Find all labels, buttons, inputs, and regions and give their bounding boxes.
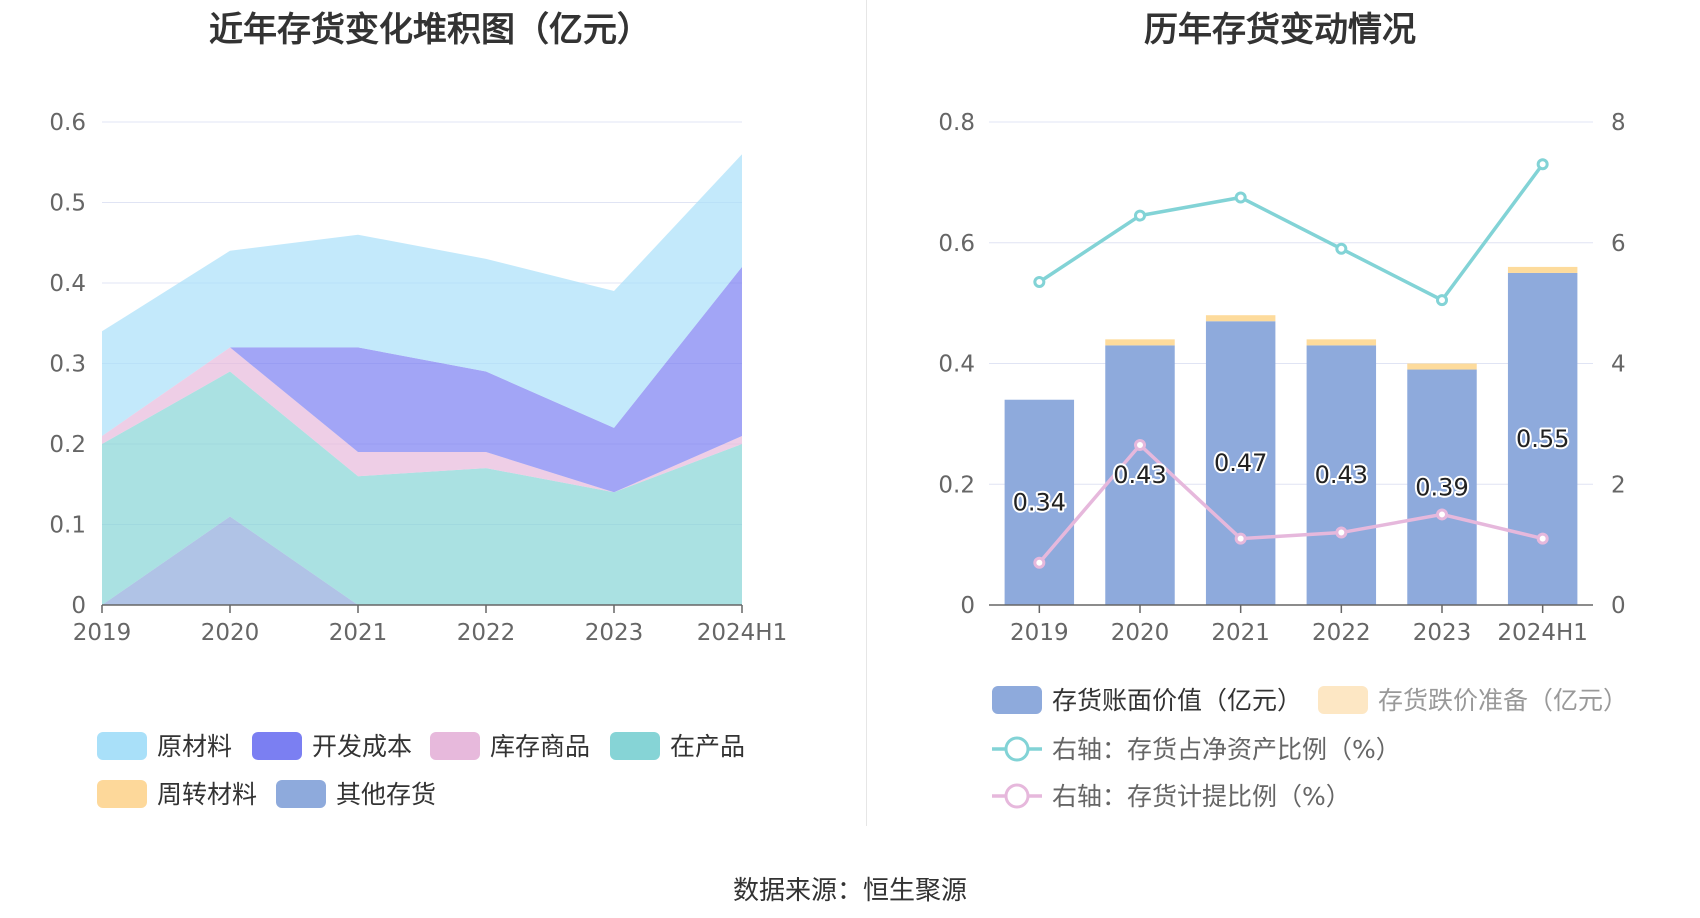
y-tick-label: 0.5 [49, 191, 86, 217]
bar-data-label: 0.34 [1013, 488, 1066, 516]
x-tick-label: 2024H1 [697, 620, 787, 646]
line-point [1134, 209, 1146, 222]
y-tick-label: 0.1 [49, 513, 86, 539]
line-point [1033, 556, 1046, 569]
x-tick-label: 2023 [585, 620, 644, 646]
legend-label: 周转材料 [157, 780, 257, 809]
y-tick-label: 0 [71, 593, 86, 619]
x-tick-label: 2024H1 [1497, 620, 1587, 646]
line-point [1436, 294, 1448, 307]
panel-divider [866, 0, 867, 826]
legend-label: 其他存货 [336, 780, 436, 809]
x-tick-label: 2023 [1413, 620, 1472, 646]
x-tick-label: 2019 [73, 620, 132, 646]
data-source: 数据来源：恒生聚源 [0, 870, 1700, 907]
bar-data-label: 0.55 [1516, 425, 1569, 453]
bar-impairment [1407, 363, 1477, 370]
y-tick-label: 0 [960, 593, 975, 619]
x-tick-label: 2021 [1211, 620, 1270, 646]
bar-data-label: 0.47 [1214, 449, 1267, 477]
legend-swatch [610, 732, 660, 760]
bar-impairment [1105, 339, 1175, 346]
line-series-0 [1038, 163, 1545, 303]
line-point [1234, 532, 1247, 545]
y2-tick-label: 4 [1611, 352, 1626, 378]
legend-label: 右轴：存货计提比例（%） [1052, 782, 1351, 811]
bar-book-value [1407, 369, 1477, 605]
bar-impairment [1507, 266, 1578, 273]
legend-label: 库存商品 [490, 732, 590, 761]
line-point [1134, 439, 1146, 452]
area-series-5 [102, 154, 742, 436]
y-tick-label: 0.6 [938, 231, 975, 257]
area-series-1 [102, 371, 742, 605]
line-point [1033, 275, 1046, 288]
bar-book-value [1205, 321, 1276, 605]
legend-label: 开发成本 [312, 732, 412, 761]
bar-data-label: 0.39 [1415, 473, 1468, 501]
bar-data-label: 0.43 [1113, 461, 1166, 489]
x-tick-label: 2020 [1111, 620, 1170, 646]
legend-marker [1004, 736, 1030, 762]
x-tick-label: 2020 [201, 620, 260, 646]
legend-swatch [1318, 686, 1368, 714]
y-tick-label: 0.2 [938, 472, 975, 498]
y-tick-label: 0.8 [938, 110, 975, 136]
left-chart-title: 近年存货变化堆积图（亿元） [209, 10, 651, 50]
y-tick-label: 0.2 [49, 432, 86, 458]
x-tick-label: 2022 [457, 620, 516, 646]
data-source-prefix: 数据来源： [732, 876, 863, 906]
area-series-3 [102, 347, 742, 493]
y2-tick-label: 2 [1611, 472, 1626, 498]
legend-label: 存货跌价准备（亿元） [1378, 686, 1628, 715]
legend-swatch [97, 780, 147, 808]
bar-book-value [1306, 345, 1377, 605]
area-series-0 [102, 516, 742, 605]
line-point [1436, 508, 1448, 521]
legend-label: 在产品 [670, 732, 745, 761]
bar-impairment [1306, 339, 1377, 346]
data-source-name: 恒生聚源 [863, 876, 968, 906]
x-tick-label: 2019 [1010, 620, 1069, 646]
line-point [1335, 242, 1348, 255]
line-point [1536, 532, 1549, 545]
legend-marker [1004, 783, 1030, 809]
bar-book-value [1507, 272, 1578, 605]
x-tick-label: 2022 [1312, 620, 1371, 646]
line-point [1335, 526, 1348, 539]
y-tick-label: 0.4 [938, 352, 975, 378]
legend-swatch [252, 732, 302, 760]
right-chart-title: 历年存货变动情况 [1144, 10, 1416, 50]
y-tick-label: 0.4 [49, 271, 86, 297]
bar-book-value [1105, 345, 1175, 605]
area-series-4 [102, 266, 742, 493]
stacked-area-chart: 0 0.1 0.2 0.3 0.4 0.5 0.6 2019 2020 2021 2022 2023 2… [49, 110, 787, 809]
x-tick-label: 2021 [329, 620, 388, 646]
legend-swatch [97, 732, 147, 760]
legend-label: 右轴：存货占净资产比例（%） [1052, 735, 1401, 764]
legend-label: 原材料 [157, 732, 232, 761]
y2-tick-label: 6 [1611, 231, 1626, 257]
y-tick-label: 0.3 [49, 352, 86, 378]
legend-label: 存货账面价值（亿元） [1052, 686, 1302, 715]
line-series-1 [1038, 442, 1544, 564]
legend-swatch [430, 732, 480, 760]
legend-swatch [276, 780, 326, 808]
bar-impairment [1205, 315, 1276, 322]
bar-data-label: 0.43 [1315, 461, 1368, 489]
y2-tick-label: 0 [1611, 593, 1626, 619]
line-point [1536, 158, 1549, 171]
bar-line-combo-chart: 0 0.2 0.4 0.6 0.8 0 2 4 6 8 2019 2020 2021 2022 2023 20… [938, 110, 1628, 811]
y2-tick-label: 8 [1611, 110, 1626, 136]
bar-book-value [1004, 399, 1075, 605]
line-point [1234, 191, 1247, 204]
y-tick-label: 0.6 [49, 110, 86, 136]
legend-swatch [992, 686, 1042, 714]
